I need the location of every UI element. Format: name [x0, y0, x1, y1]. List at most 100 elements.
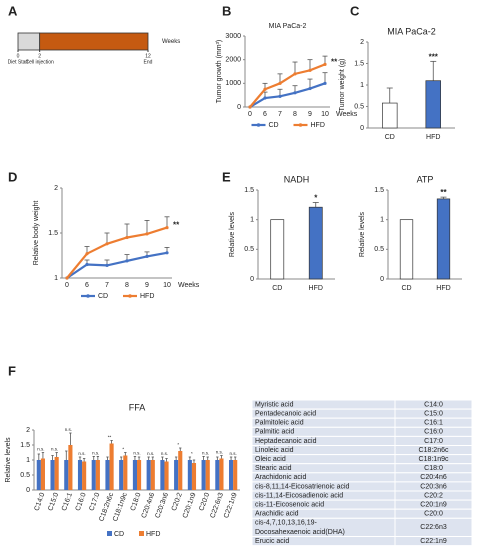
x-tick-label: 7: [278, 111, 282, 118]
x-tick-label: 10: [163, 282, 171, 289]
bar: [174, 460, 179, 490]
annotation: **: [108, 435, 112, 440]
x-tick-label: 9: [308, 111, 312, 118]
bar: [105, 460, 110, 490]
tick-note: Diet Start: [8, 59, 29, 65]
x-tick-label: C14:0: [34, 492, 47, 512]
point: [105, 242, 109, 246]
x-tick-label: HFD: [436, 285, 450, 292]
table-cell: C20:3n6: [420, 483, 447, 490]
point: [85, 262, 89, 267]
point: [145, 232, 149, 236]
x-tick-label: CD: [401, 285, 411, 292]
x-tick-label: 10: [321, 111, 329, 118]
legend-marker: [256, 123, 261, 127]
bar: [205, 460, 210, 490]
x-tick-label: 0: [248, 111, 252, 118]
x-axis-label: Weeks: [336, 111, 358, 118]
point: [308, 68, 312, 72]
y-tick-label: 1: [380, 217, 384, 224]
bar: [399, 219, 414, 280]
table-cell: C20:2: [424, 492, 443, 499]
table-cell: Docosahexaenoic acid(DHA): [255, 529, 345, 536]
y-axis-label: Tumor growth (mm³): [216, 40, 223, 104]
y-tick-label: 2: [26, 427, 30, 434]
panel-label: B: [222, 3, 231, 18]
chart-title: MIA PaCa-2: [269, 23, 307, 30]
bar: [123, 455, 128, 490]
legend-label: CD: [98, 293, 108, 300]
x-tick-label: HFD: [309, 285, 323, 292]
y-tick-label: 1.5: [374, 187, 384, 194]
point: [278, 81, 282, 85]
annotation: *: [191, 451, 193, 456]
x-tick-label: 8: [125, 282, 129, 289]
panel-label: F: [8, 363, 16, 378]
panel-label: A: [8, 3, 18, 18]
series-line: [66, 226, 168, 279]
annotation: n.s.: [147, 451, 154, 456]
point: [85, 252, 89, 256]
bar: [229, 460, 234, 490]
bar: [82, 461, 87, 490]
x-tick-label: 6: [85, 282, 89, 289]
point: [145, 254, 149, 258]
legend-label: CD: [269, 122, 279, 129]
table-cell: Palmitic acid: [255, 429, 294, 436]
table-cell: cis-11,14-Eicosadienoic acid: [255, 492, 343, 499]
x-tick-label: 0: [17, 53, 20, 59]
legend-label: HFD: [140, 293, 154, 300]
bar: [109, 443, 114, 490]
x-tick-label: 2: [38, 53, 41, 59]
point: [65, 276, 69, 280]
x-tick-label: C20:2: [171, 492, 184, 512]
series-line: [66, 251, 168, 279]
annotation: **: [440, 188, 447, 197]
y-tick-label: 0: [237, 104, 241, 111]
x-tick-label: 7: [105, 282, 109, 289]
table-cell: C22:6n3: [420, 524, 447, 531]
y-tick-label: 1: [54, 275, 58, 282]
annotation: n.s.: [65, 427, 72, 432]
point: [105, 263, 109, 267]
bar: [164, 461, 169, 490]
y-tick-label: 2: [360, 39, 364, 46]
bar: [91, 460, 96, 490]
series-line: [249, 82, 326, 108]
chart-title: FFA: [129, 402, 146, 412]
bar: [215, 460, 220, 490]
x-tick-label: C18:0: [130, 492, 143, 512]
y-axis-label: Relative levels: [5, 437, 12, 483]
bar: [382, 102, 398, 129]
y-axis-label: Relative levels: [229, 211, 236, 257]
y-tick-label: 0: [380, 276, 384, 283]
table-cell: Stearic acid: [255, 465, 292, 472]
x-tick-label: 8: [293, 111, 297, 118]
annotation: *: [177, 442, 179, 447]
y-tick-label: 1000: [225, 80, 241, 87]
legend-swatch: [107, 531, 112, 536]
annotation: n.s.: [202, 451, 209, 456]
y-tick-label: 2000: [225, 57, 241, 64]
table-cell: C18:0: [424, 465, 443, 472]
bar: [191, 463, 197, 490]
bar: [436, 198, 451, 280]
bar: [50, 460, 55, 490]
annotation: *: [314, 194, 318, 203]
table-cell: C18:1n9c: [419, 456, 449, 463]
bar: [150, 460, 155, 490]
y-tick-label: 0: [360, 125, 364, 132]
bar: [119, 460, 124, 490]
x-tick-label: CD: [272, 285, 282, 292]
table-row: [251, 536, 473, 547]
y-axis-label: Tumor weight (g): [339, 59, 346, 112]
table-cell: C16:0: [424, 429, 443, 436]
bar: [40, 458, 45, 490]
table-cell: C14:0: [424, 401, 443, 408]
bar: [219, 458, 224, 490]
y-tick-label: 1: [26, 457, 30, 464]
y-tick-label: 1: [250, 217, 254, 224]
point: [263, 87, 267, 91]
legend-marker: [298, 123, 303, 127]
